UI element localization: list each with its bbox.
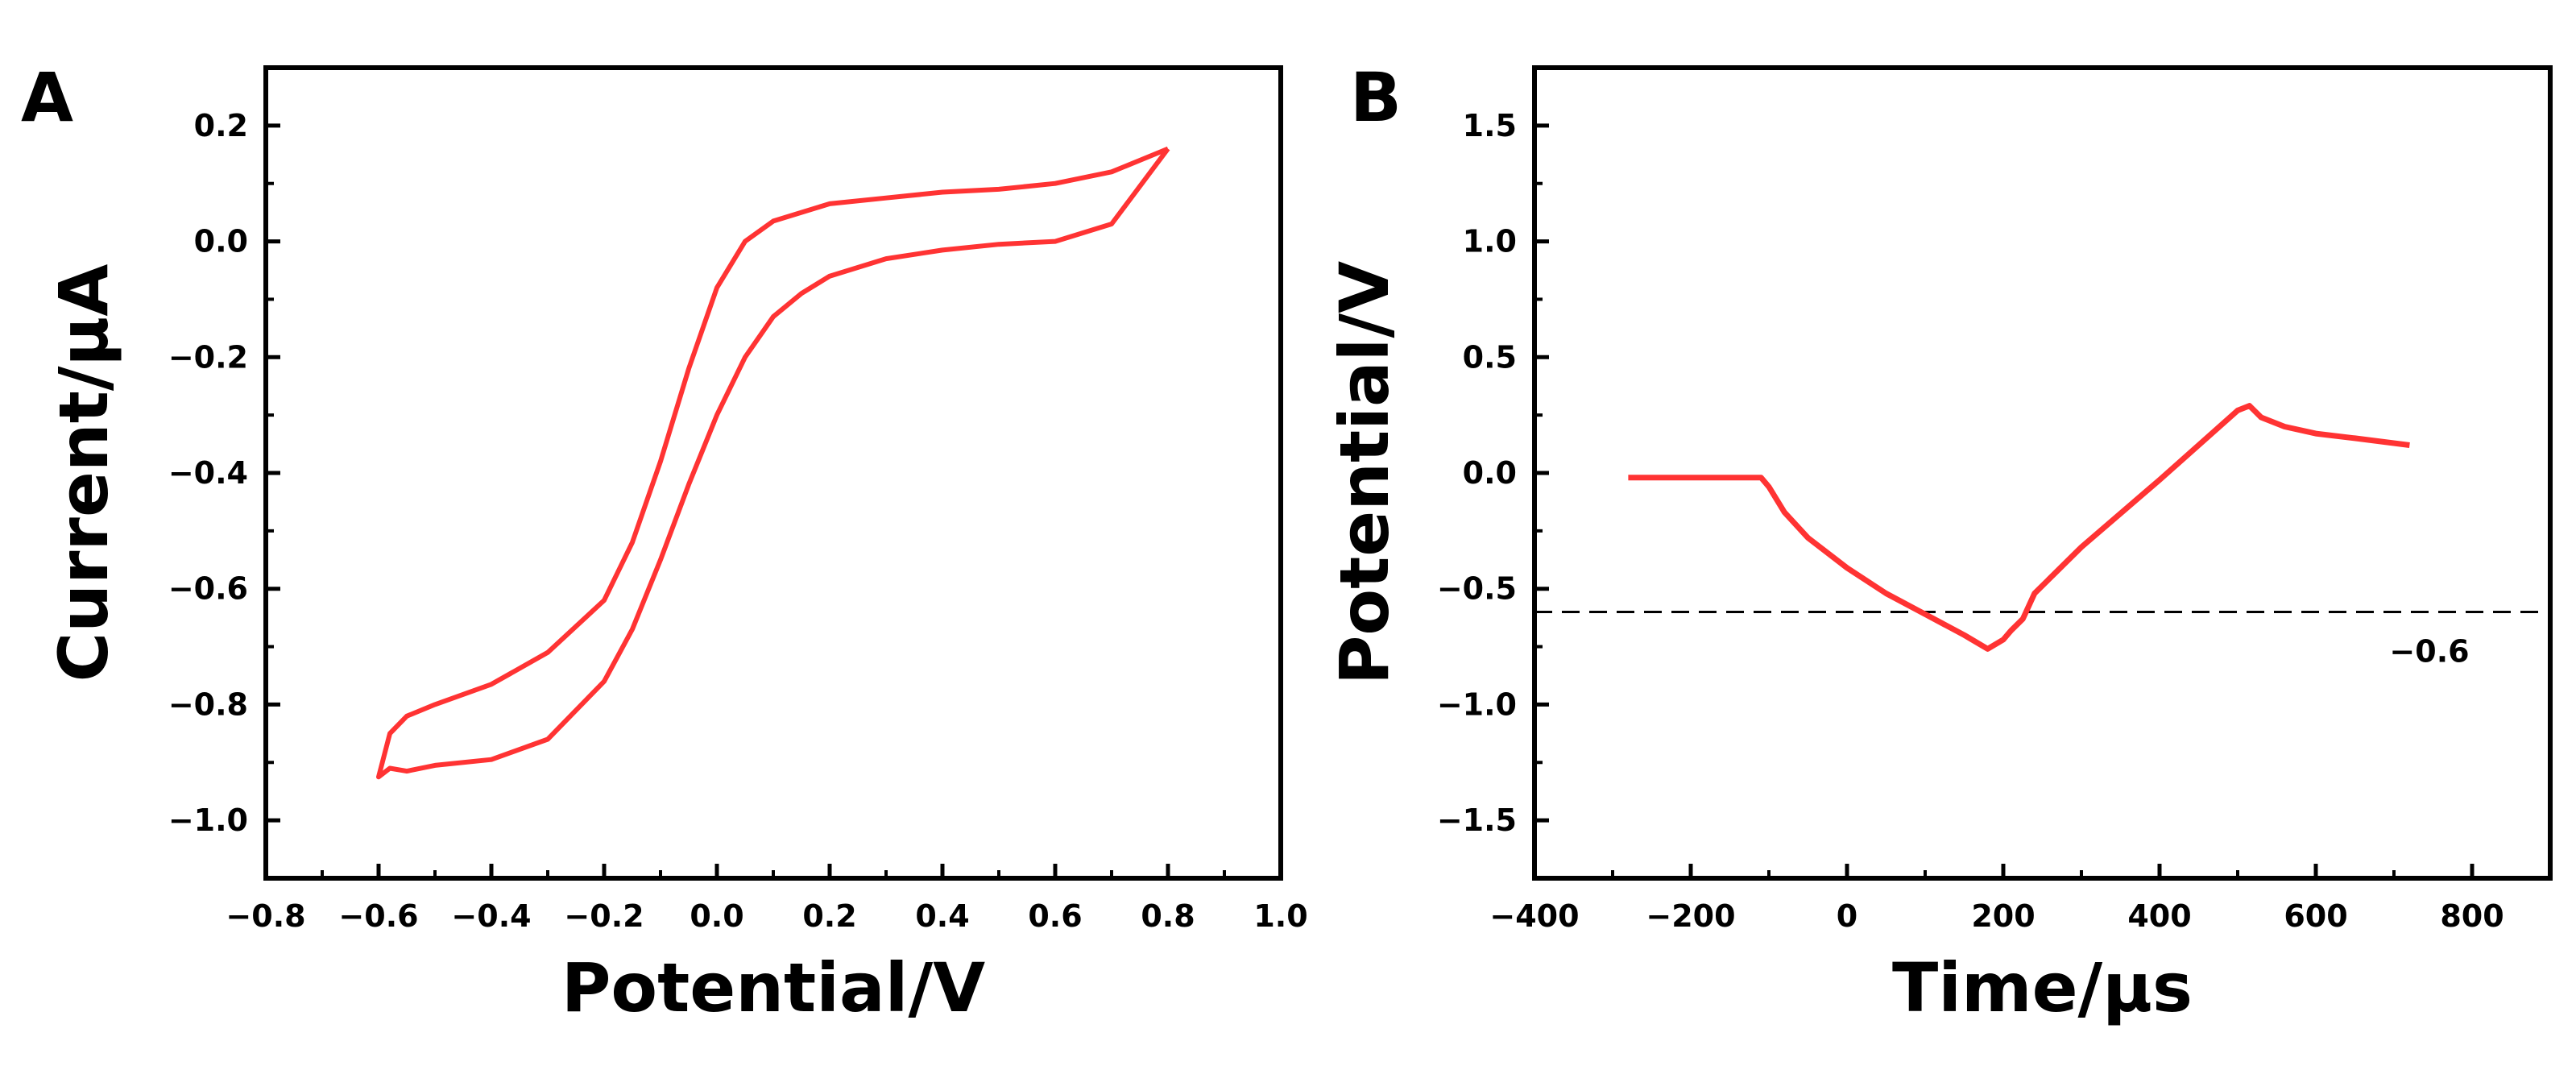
- panel-a-x-axis-title: Potential/V: [561, 948, 985, 1027]
- y-tick-label: 0.0: [194, 224, 248, 259]
- y-tick-label: 1.0: [1463, 224, 1517, 259]
- panel-b: B −400 −200 0 200 400 600 8001.51.00.50.0−0.5−…: [1325, 58, 2553, 1027]
- panel-a-y-axis-title: Current/μA: [44, 264, 123, 682]
- panel-a-plot-frame: [263, 65, 1283, 881]
- x-tick-label: −0.8: [226, 898, 305, 934]
- x-tick-label: 400: [2127, 898, 2191, 934]
- y-tick-label: −1.0: [1437, 686, 1517, 722]
- y-tick-label: −0.8: [168, 686, 248, 722]
- x-tick-label: 0.4: [915, 898, 969, 934]
- x-tick-label: 0.2: [802, 898, 856, 934]
- x-tick-label: 0: [1837, 898, 1857, 934]
- x-tick-label: 0.0: [690, 898, 743, 934]
- panel-b-potential-trace: [1628, 403, 2410, 652]
- y-tick-label: −0.5: [1437, 571, 1517, 607]
- y-tick-label: −0.4: [168, 455, 248, 491]
- panel-a-ticks: −0.8 −0.6 −0.4 −0.2 0.0 0.2 0.4 0.6 0.8 1.0 0.2 0.0…: [168, 108, 1308, 934]
- panel-a-letter: A: [21, 58, 73, 137]
- x-tick-label: −0.2: [564, 898, 644, 934]
- y-tick-label: −1.0: [168, 802, 248, 838]
- panel-b-plot-frame: [1532, 65, 2553, 881]
- y-tick-label: 1.5: [1463, 108, 1517, 143]
- x-tick-label: −200: [1646, 898, 1735, 934]
- x-tick-label: −400: [1489, 898, 1579, 934]
- x-tick-label: 0.6: [1028, 898, 1082, 934]
- x-tick-label: −0.6: [338, 898, 418, 934]
- y-tick-label: 0.0: [1463, 455, 1517, 491]
- x-tick-label: 200: [1971, 898, 2035, 934]
- panel-b-letter: B: [1350, 58, 1402, 137]
- x-tick-label: 800: [2440, 898, 2504, 934]
- y-tick-label: 0.2: [194, 108, 248, 143]
- y-tick-label: −0.6: [168, 571, 248, 607]
- x-tick-label: −0.4: [451, 898, 531, 934]
- panel-b-ticks: −400 −200 0 200 400 600 800 1.5 1.0 0.5 0.0 −0.5 −1.…: [1437, 108, 2504, 934]
- x-tick-label: 1.0: [1253, 898, 1307, 934]
- panel-b-x-axis-title: Time/μs: [1892, 948, 2193, 1027]
- y-tick-label: −0.2: [168, 339, 248, 375]
- panel-a: A −0.8 −0.6 −0.4 −0.2 0.0 0.2 0.4 0.6 0.8 1.0 0.2 0…: [21, 58, 1308, 1027]
- y-tick-label: −1.5: [1437, 802, 1517, 838]
- panel-a-cv-trace: [376, 146, 1170, 780]
- x-tick-label: 0.8: [1141, 898, 1195, 934]
- panel-b-y-axis-title: Potential/V: [1325, 261, 1404, 685]
- y-tick-label: 0.5: [1463, 339, 1517, 375]
- x-tick-label: 600: [2284, 898, 2347, 934]
- reference-line-label: −0.6: [2389, 633, 2469, 669]
